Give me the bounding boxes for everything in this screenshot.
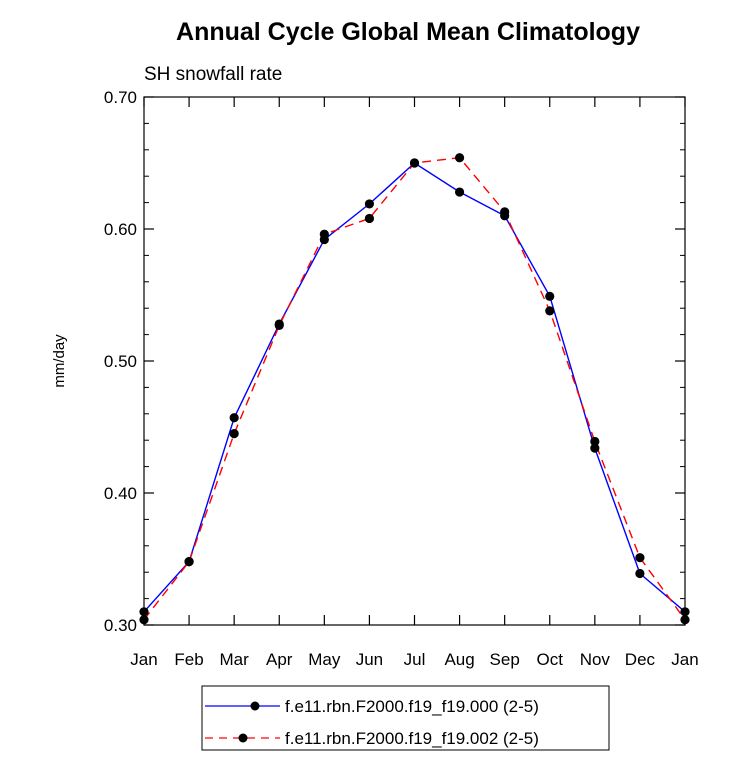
series-1-point [545, 291, 555, 301]
series-1-point [454, 187, 465, 197]
legend-label-series-2: f.e11.rbn.F2000.f19_f19.002 (2-5) [285, 729, 539, 748]
x-tick-label: Mar [220, 650, 250, 669]
series-1-point [229, 413, 239, 423]
chart-subtitle: SH snowfall rate [144, 64, 282, 85]
x-tick-label: Dec [625, 650, 656, 669]
x-tick-label: Jan [671, 650, 698, 669]
y-tick-label: 0.50 [104, 352, 137, 371]
series-1-point [364, 199, 375, 209]
series-1-point [680, 607, 690, 617]
series-2-point [364, 213, 375, 224]
series-1-point [139, 607, 149, 617]
series-2-point [500, 207, 510, 217]
legend: f.e11.rbn.F2000.f19_f19.000 (2-5) f.e11.… [201, 685, 610, 751]
legend-marker-series-2 [238, 733, 248, 743]
plot-area: 0.30 0.40 0.50 0.60 0.70 Jan Feb Mar Apr May Jun Ju… [104, 88, 699, 669]
y-axis-label: mm/day [51, 334, 68, 388]
series-2-point [184, 557, 194, 567]
y-tick-label: 0.70 [104, 88, 137, 107]
x-tick-label: May [308, 650, 341, 669]
y-tick-label: 0.60 [104, 220, 137, 239]
x-tick-label: Sep [490, 650, 520, 669]
x-tick-label: Aug [444, 650, 474, 669]
series-2-point [454, 153, 465, 163]
chart-title: Annual Cycle Global Mean Climatology [176, 18, 640, 46]
x-tick-label: Oct [537, 650, 564, 669]
series-1-point [635, 568, 645, 579]
series-2-point [545, 306, 555, 316]
x-tick-label: Apr [266, 650, 293, 669]
x-tick-label: Jun [356, 650, 383, 669]
series-1-point [590, 443, 600, 453]
x-tick-label: Jan [130, 650, 157, 669]
y-tick-label: 0.30 [104, 616, 137, 635]
x-tick-label: Nov [580, 650, 611, 669]
series-2-point [680, 615, 690, 625]
series-2-point [590, 436, 600, 447]
series-2-point [635, 553, 645, 563]
x-tick-label: Feb [174, 650, 203, 669]
legend-box [201, 685, 610, 751]
legend-marker-series-1 [250, 701, 260, 711]
series-2-point [319, 229, 329, 239]
x-tick-label: Jul [404, 650, 426, 669]
series-2-point [139, 615, 149, 625]
series-2-point [409, 158, 420, 168]
series-2-point [229, 429, 239, 439]
legend-label-series-1: f.e11.rbn.F2000.f19_f19.000 (2-5) [285, 697, 539, 716]
series-2-point [274, 320, 284, 330]
y-tick-label: 0.40 [104, 484, 137, 503]
